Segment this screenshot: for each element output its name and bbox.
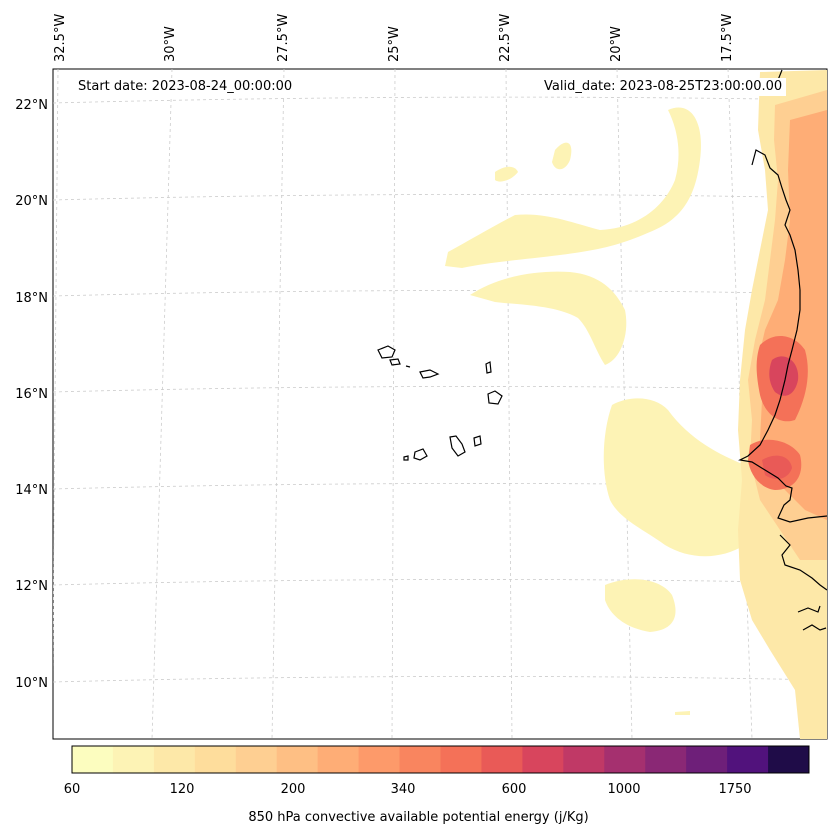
lat-label-18n: 18°N xyxy=(15,291,48,306)
colorbar-swatch xyxy=(194,746,237,773)
lat-label-10n: 10°N xyxy=(15,676,48,691)
cape-band-north-arc xyxy=(445,107,701,268)
start-date-label: Start date: 2023-08-24_00:00:00 xyxy=(74,78,297,97)
colorbar-tick-200: 200 xyxy=(280,782,306,797)
cape-patch-small-2 xyxy=(495,166,518,182)
island-brava xyxy=(403,455,409,461)
lon-label-30w: 30°W xyxy=(163,26,178,62)
lat-label-16n: 16°N xyxy=(15,387,48,402)
africa-coastline xyxy=(738,69,827,631)
colorbar-swatch xyxy=(399,746,441,773)
cape-max xyxy=(769,356,799,396)
lon-label-20w: 20°W xyxy=(609,26,624,62)
cape-band-mid xyxy=(470,271,627,365)
cape-south-coast xyxy=(800,650,827,700)
colorbar-frame xyxy=(71,745,810,774)
island-sao-nicolau xyxy=(419,369,440,379)
island-santo-antao xyxy=(377,345,396,359)
island-santa-luzia xyxy=(405,365,411,368)
lat-label-22n: 22°N xyxy=(15,98,48,113)
lat-label-20n: 20°N xyxy=(15,194,48,209)
colorbar-swatch xyxy=(686,746,728,773)
colorbar-swatch xyxy=(153,746,196,773)
lon-label-32-5w: 32.5°W xyxy=(53,13,68,62)
colorbar-swatch xyxy=(563,746,605,773)
map-frame xyxy=(52,68,828,740)
colorbar-swatch xyxy=(481,746,523,773)
colorbar-swatch xyxy=(276,746,319,773)
colorbar-swatch xyxy=(72,746,114,773)
island-sao-vicente xyxy=(389,358,401,366)
colorbar-tick-1750: 1750 xyxy=(718,782,752,797)
colorbar-tick-340: 340 xyxy=(390,782,416,797)
parallel-gridlines xyxy=(53,96,827,683)
colorbar-swatch xyxy=(768,746,810,773)
colorbar-tick-600: 600 xyxy=(501,782,527,797)
colorbar-swatch xyxy=(317,746,360,773)
valid-date-label: Valid_date: 2023-08-25T23:00:00.00 xyxy=(540,78,787,97)
colorbar-tick-60: 60 xyxy=(63,782,81,797)
island-santiago xyxy=(449,435,466,457)
island-fogo xyxy=(413,448,428,461)
cape-south-small xyxy=(605,579,676,632)
colorbar xyxy=(72,746,810,773)
colorbar-swatch xyxy=(440,746,482,773)
meridian-gridlines xyxy=(53,69,753,739)
cape-tiny-patch xyxy=(675,711,690,715)
colorbar-swatch xyxy=(112,746,155,773)
lat-label-12n: 12°N xyxy=(15,579,48,594)
colorbar-swatch xyxy=(604,746,646,773)
lon-label-27-5w: 27.5°W xyxy=(276,13,291,62)
colorbar-title: 850 hPa convective available potential e… xyxy=(248,810,589,825)
lat-label-14n: 14°N xyxy=(15,483,48,498)
island-boa-vista xyxy=(487,390,503,405)
colorbar-swatch xyxy=(235,746,278,773)
colorbar-swatch xyxy=(645,746,687,773)
cape-patch-small-1 xyxy=(552,142,572,170)
colorbar-swatch xyxy=(358,746,401,773)
colorbar-swatch xyxy=(522,746,564,773)
cape-south-blob xyxy=(603,398,757,557)
island-sal xyxy=(485,361,492,374)
colorbar-swatch xyxy=(727,746,769,773)
lon-label-17-5w: 17.5°W xyxy=(720,13,735,62)
cape-field xyxy=(445,70,827,739)
colorbar-tick-120: 120 xyxy=(169,782,195,797)
coastlines xyxy=(377,69,827,631)
lon-label-22-5w: 22.5°W xyxy=(498,13,513,62)
lon-label-25w: 25°W xyxy=(387,26,402,62)
colorbar-tick-1000: 1000 xyxy=(607,782,641,797)
island-maio xyxy=(473,435,482,447)
